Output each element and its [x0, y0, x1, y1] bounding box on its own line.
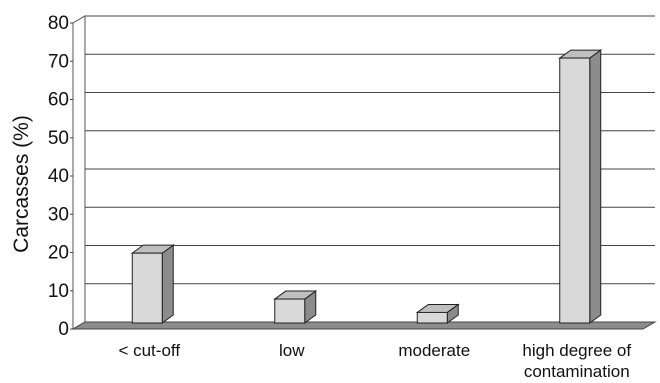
gridline	[72, 15, 655, 24]
bar-side	[589, 49, 602, 324]
x-axis-labels: < cut-off low moderate high degree of contam…	[118, 341, 631, 381]
y-tick-label: 30	[48, 204, 69, 225]
left-wall	[72, 15, 86, 330]
y-tick-label: 10	[48, 281, 69, 302]
y-tick-label: 0	[58, 319, 69, 340]
bars	[130, 49, 603, 324]
bar-front	[274, 298, 306, 324]
y-tick-label: 80	[48, 13, 69, 34]
bar-front	[131, 252, 163, 324]
y-tick-label: 40	[48, 166, 69, 187]
y-tick-label: 60	[48, 90, 69, 111]
x-tick-label: high degree of contamination	[522, 341, 631, 381]
x-tick-label: low	[279, 341, 305, 360]
bar-front	[559, 57, 591, 324]
bar	[558, 49, 603, 324]
bar	[415, 303, 460, 324]
bar-side	[161, 244, 174, 324]
y-axis-label: Carcasses (%)	[10, 115, 33, 253]
y-tick-label: 50	[48, 128, 69, 149]
y-axis-ticks: 0 10 20 30 40 50 60 70 80	[48, 13, 73, 340]
bar	[273, 290, 318, 324]
bar	[130, 244, 175, 324]
bar-front	[416, 311, 448, 324]
y-tick-label: 70	[48, 51, 69, 72]
x-tick-label: moderate	[398, 341, 470, 360]
chart-floor	[71, 321, 657, 330]
x-tick-label: < cut-off	[118, 341, 180, 360]
y-tick-label: 20	[48, 243, 69, 264]
